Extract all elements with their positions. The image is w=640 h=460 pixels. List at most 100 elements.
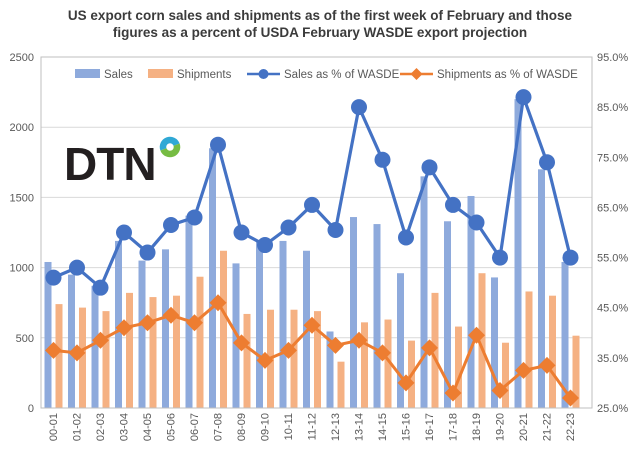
sales-pct-marker [468, 214, 485, 231]
shipments-pct-marker [186, 314, 203, 332]
sales-pct-marker [45, 269, 62, 286]
shipments-pct-marker [350, 331, 368, 349]
x-axis-category-label: 20-21 [518, 413, 530, 441]
x-axis-category-label: 05-06 [166, 413, 178, 441]
left-axis-tick-label: 2500 [10, 52, 34, 64]
sales-pct-marker [304, 196, 320, 213]
right-axis-tick-label: 75.0% [597, 152, 628, 164]
shipments-pct-marker [139, 314, 156, 332]
x-axis-category-label: 02-03 [95, 413, 107, 441]
x-axis-category-label: 19-20 [495, 413, 507, 441]
sales-pct-marker [163, 216, 179, 233]
shipments-pct-marker [68, 344, 86, 362]
x-axis-category-label: 00-01 [48, 413, 60, 441]
x-axis-category-label: 01-02 [72, 413, 84, 441]
x-axis-category-label: 04-05 [142, 413, 154, 441]
shipments-pct-marker [562, 389, 579, 407]
sales-bar [256, 240, 263, 408]
shipments-pct-marker [444, 384, 462, 402]
sales-bar [350, 217, 357, 408]
sales-pct-marker [492, 249, 508, 266]
shipments-bar [149, 297, 157, 408]
sales-bar [68, 274, 75, 408]
shipments-bar [337, 361, 345, 408]
sales-bar [185, 215, 193, 408]
sales-pct-marker [116, 224, 132, 241]
x-axis-category-label: 13-14 [354, 413, 366, 441]
left-axis-tick-label: 1500 [10, 192, 34, 204]
sales-bar [373, 224, 381, 408]
legend-shipments-label: Shipments [177, 69, 232, 81]
shipments-bar [55, 304, 63, 408]
x-axis-category-label: 17-18 [448, 413, 460, 441]
sales-bar [444, 221, 451, 408]
sales-pct-marker [186, 209, 203, 226]
sales-bar [138, 260, 146, 408]
shipments-pct-marker [92, 331, 109, 349]
sales-pct-marker [539, 154, 555, 171]
shipments-bar [455, 326, 462, 408]
shipments-bar [102, 311, 110, 408]
legend-shipments-swatch [148, 69, 173, 78]
shipments-pct-marker [538, 356, 556, 374]
sales-pct-marker [398, 229, 414, 246]
right-axis-tick-label: 85.0% [597, 102, 628, 114]
shipments-pct-marker [233, 334, 250, 352]
x-axis-category-label: 10-11 [283, 413, 295, 440]
shipments-pct-marker [162, 306, 180, 324]
sales-bar [491, 277, 498, 408]
x-axis-category-label: 15-16 [401, 413, 413, 441]
sales-bar [420, 176, 428, 408]
right-axis-tick-label: 35.0% [597, 353, 628, 365]
x-axis-category-label: 22-23 [565, 413, 577, 441]
x-axis-category-label: 09-10 [260, 413, 272, 441]
x-axis-category-label: 11-12 [307, 413, 319, 440]
shipments-pct-marker [209, 294, 227, 312]
left-axis-tick-label: 0 [28, 403, 34, 415]
right-axis-tick-label: 65.0% [597, 202, 628, 214]
dtn-logo-ring-top [159, 136, 180, 151]
shipments-bar [314, 311, 321, 408]
sales-bar [44, 261, 52, 408]
shipments-bar [243, 313, 251, 408]
shipments-pct-marker [115, 319, 133, 337]
shipments-bar [220, 250, 227, 408]
sales-bar [561, 261, 569, 408]
chart-title: US export corn sales and shipments as of… [0, 7, 640, 41]
dtn-logo-text: DTN [64, 138, 156, 190]
x-axis-category-label: 07-08 [213, 413, 225, 441]
legend-sales-pct-marker [258, 69, 269, 79]
legend-shipments-pct-label: Shipments as % of WASDE [437, 69, 578, 81]
sales-pct-marker [233, 224, 250, 241]
right-axis-tick-label: 25.0% [597, 403, 628, 415]
left-axis-tick-label: 500 [16, 333, 34, 345]
sales-bar [279, 240, 287, 408]
left-axis-tick-label: 1000 [10, 263, 34, 275]
shipments-pct-marker [327, 336, 344, 354]
sales-pct-marker [327, 221, 344, 238]
shipments-pct-marker [256, 351, 274, 369]
sales-pct-marker [210, 136, 226, 153]
sales-pct-marker [374, 151, 391, 168]
shipments-pct-marker [397, 374, 415, 392]
x-axis-category-label: 16-17 [424, 413, 436, 441]
shipments-pct-marker [303, 316, 321, 334]
x-axis-category-label: 06-07 [189, 413, 201, 441]
sales-bar [538, 169, 545, 408]
shipments-pct-marker [421, 339, 438, 357]
sales-bar [514, 99, 522, 409]
shipments-bar [361, 322, 368, 408]
shipments-bar [525, 291, 533, 408]
shipments-bar [502, 342, 509, 408]
shipments-pct-marker [468, 326, 485, 344]
x-axis-category-label: 21-22 [542, 413, 554, 441]
legend-sales-swatch [75, 69, 100, 78]
legend-shipments-pct-marker [410, 68, 423, 80]
sales-bar [326, 331, 334, 408]
shipments-bar [79, 307, 86, 408]
sales-bar [91, 285, 99, 408]
sales-bar [115, 240, 122, 408]
plot-border [40, 56, 593, 409]
sales-pct-marker [92, 279, 109, 296]
